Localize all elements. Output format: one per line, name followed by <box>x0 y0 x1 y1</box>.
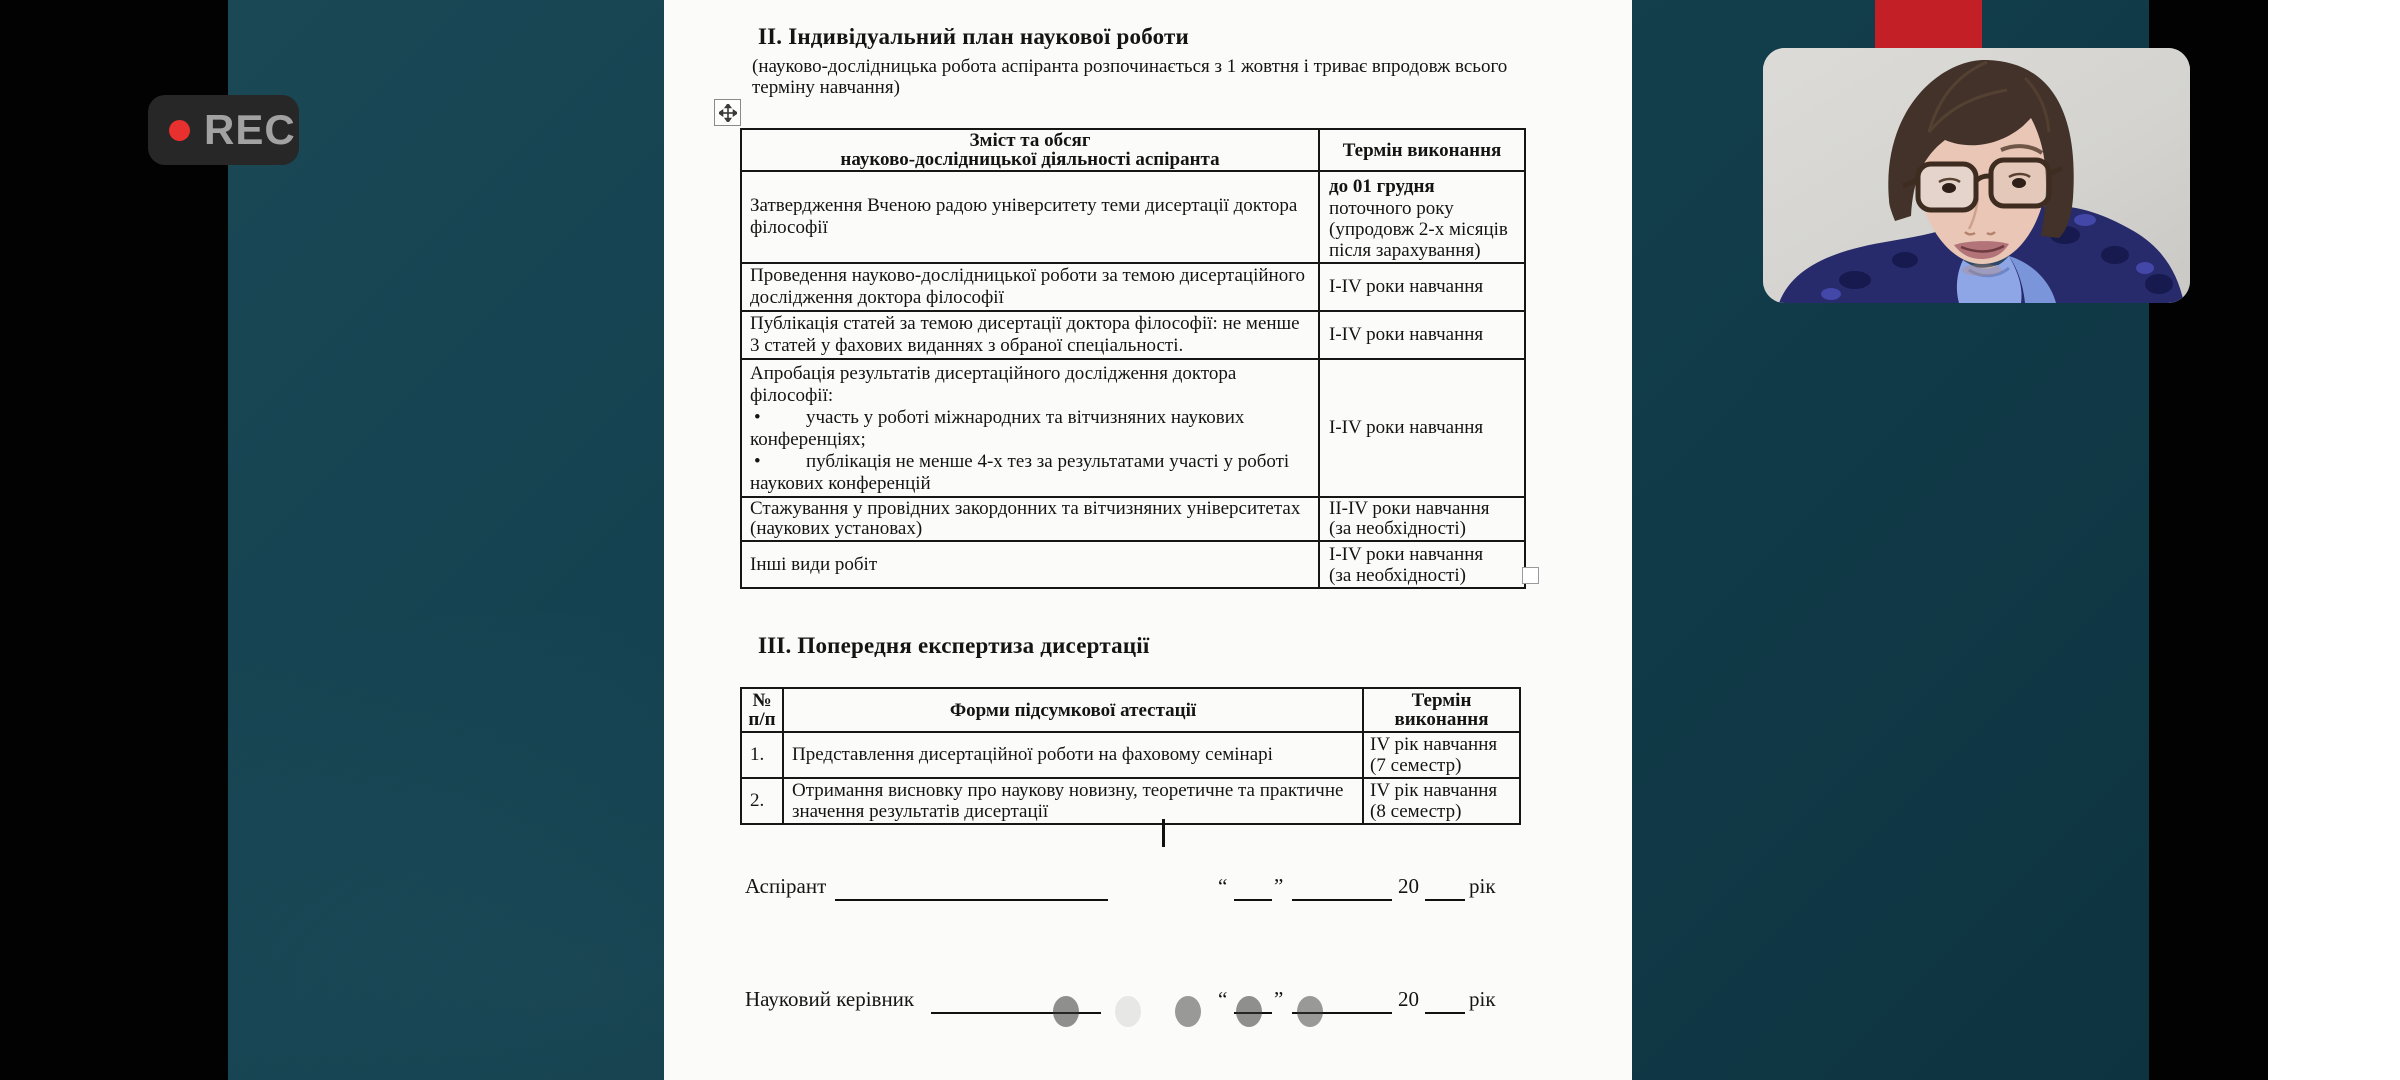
year-prefix: 20 <box>1398 987 1419 1011</box>
system-nav-strip <box>2268 0 2400 1080</box>
research-plan-table: Зміст та обсяг науково-дослідницької дія… <box>740 128 1526 589</box>
lips <box>1954 241 2009 259</box>
table-resize-handle[interactable] <box>1522 567 1539 584</box>
table-row: Проведення науково-дослідницької роботи … <box>740 262 1526 312</box>
header-term-cell: Термін виконання <box>1318 128 1526 172</box>
content-cell: Публікація статей за темою дисертації до… <box>740 310 1320 360</box>
date-day-line <box>1234 872 1272 901</box>
supervisor-label: Науковий керівник <box>745 987 915 1011</box>
table-move-handle[interactable] <box>714 99 741 126</box>
recording-label: REC <box>204 106 296 153</box>
bullet-text: публікація не менше 4-х тез за результат… <box>750 451 1290 494</box>
year-line <box>1425 872 1465 901</box>
content-cell: Проведення науково-дослідницької роботи … <box>740 262 1320 312</box>
bullet-icon: • <box>754 451 761 472</box>
date-quote-open: “ <box>1218 874 1228 898</box>
term-cell: до 01 грудня поточного року (упродовж 2-… <box>1318 170 1526 264</box>
content-cell: Стажування у провідних закордонних та ві… <box>740 496 1320 542</box>
table-row: Стажування у провідних закордонних та ві… <box>740 496 1526 542</box>
term-deadline-bold: до 01 грудня <box>1329 176 1435 197</box>
signature-aspirant-row: Аспірант “ ” 20 рік <box>745 874 1595 908</box>
table-header-row: Зміст та обсяг науково-дослідницької дія… <box>740 128 1526 172</box>
shared-document-page: ІІ. Індивідуальний план наукової роботи … <box>664 0 1632 1080</box>
webcam-portrait <box>1763 48 2190 303</box>
term-cell: IV рік навчання (8 семестр) <box>1362 777 1521 825</box>
date-quote-close: ” <box>1274 987 1284 1011</box>
num-cell: 2. <box>740 777 784 825</box>
scarf <box>1956 256 2022 303</box>
year-prefix: 20 <box>1398 874 1419 898</box>
term-cell: І-IV роки навчання <box>1318 262 1526 312</box>
header-content-cell: Зміст та обсяг науково-дослідницької дія… <box>740 128 1320 172</box>
year-suffix: рік <box>1469 874 1496 898</box>
year-suffix: рік <box>1469 987 1496 1011</box>
table-row: Публікація статей за темою дисертації до… <box>740 310 1526 360</box>
header-forms-cell: Форми підсумкової атестації <box>782 687 1364 733</box>
term-cell: І-IV роки навчання <box>1318 358 1526 498</box>
signature-line <box>931 985 1101 1014</box>
table-row: 2. Отримання висновку про наукову новизн… <box>740 777 1521 825</box>
term-cell: ІІ-IV роки навчання (за необхідності) <box>1318 496 1526 542</box>
content-cell: Представлення дисертаційної роботи на фа… <box>782 731 1364 779</box>
table-row: Інші види робіт І-IV роки навчання (за н… <box>740 540 1526 589</box>
signature-supervisor-row: Науковий керівник “ ” 20 рік <box>745 987 1595 1021</box>
content-cell: Апробація результатів дисертаційного дос… <box>740 358 1320 498</box>
date-quote-close: ” <box>1274 874 1284 898</box>
date-month-line <box>1292 985 1392 1014</box>
approbation-intro: Апробація результатів дисертаційного дос… <box>750 363 1237 406</box>
recording-dot-icon <box>169 119 190 141</box>
hair <box>1888 59 2074 238</box>
header-num-cell: № п/п <box>740 687 784 733</box>
aspirant-label: Аспірант <box>745 874 827 898</box>
date-quote-open: “ <box>1218 987 1228 1011</box>
move-cross-icon <box>718 103 737 122</box>
table-row: 1. Представлення дисертаційної роботи на… <box>740 731 1521 779</box>
term-deadline-rest: поточного року (упродовж 2-х місяців піс… <box>1329 198 1508 261</box>
term-cell: І-IV роки навчання (за необхідності) <box>1318 540 1526 589</box>
section2-subtitle: (науково-дослідницька робота аспіранта р… <box>752 56 1508 98</box>
text-cursor <box>1162 819 1165 847</box>
table-header-row: № п/п Форми підсумкової атестації Термін… <box>740 687 1521 733</box>
attestation-table: № п/п Форми підсумкової атестації Термін… <box>740 687 1521 825</box>
bullet-text: участь у роботі міжнародних та вітчизнян… <box>750 407 1245 450</box>
section3-title: ІІІ. Попередня експертиза дисертації <box>758 633 1150 658</box>
section2-title: ІІ. Індивідуальний план наукової роботи <box>758 24 1189 49</box>
term-cell: IV рік навчання (7 семестр) <box>1362 731 1521 779</box>
recording-badge: REC <box>148 95 299 165</box>
eyes <box>1938 172 2031 193</box>
num-cell: 1. <box>740 731 784 779</box>
date-month-line <box>1292 872 1392 901</box>
year-line <box>1425 985 1465 1014</box>
bullet-icon: • <box>754 407 761 428</box>
term-cell: І-IV роки навчання <box>1318 310 1526 360</box>
table-row: Затвердження Вченою радою університету т… <box>740 170 1526 264</box>
header-term-cell: Термін виконання <box>1362 687 1521 733</box>
content-cell: Інші види робіт <box>740 540 1320 589</box>
participant-video[interactable] <box>1763 48 2190 303</box>
red-accent-bar <box>1875 0 1982 48</box>
signature-line <box>835 872 1108 901</box>
bullet-item: • участь у роботі міжнародних та вітчизня… <box>750 407 1310 451</box>
content-cell: Затвердження Вченою радою університету т… <box>740 170 1320 264</box>
table-row: Апробація результатів дисертаційного дос… <box>740 358 1526 498</box>
bullet-item: • публікація не менше 4-х тез за результа… <box>750 451 1310 495</box>
content-cell: Отримання висновку про наукову новизну, … <box>782 777 1364 825</box>
